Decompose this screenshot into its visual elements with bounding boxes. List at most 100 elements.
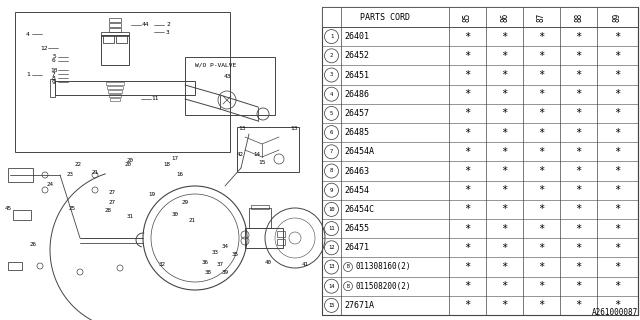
Text: 85: 85 xyxy=(463,12,472,22)
Bar xyxy=(245,228,283,248)
Text: *: * xyxy=(575,166,582,176)
Text: 4: 4 xyxy=(330,92,333,97)
Text: 14: 14 xyxy=(328,284,335,289)
Text: *: * xyxy=(465,300,470,310)
Text: 25: 25 xyxy=(68,205,76,211)
Bar xyxy=(103,35,114,43)
Text: *: * xyxy=(538,262,545,272)
Text: *: * xyxy=(575,51,582,61)
Text: 7: 7 xyxy=(330,149,333,154)
Text: *: * xyxy=(538,185,545,195)
Text: 5: 5 xyxy=(52,54,56,60)
Bar xyxy=(237,127,299,172)
Text: *: * xyxy=(614,243,621,253)
Text: *: * xyxy=(575,300,582,310)
Text: 27671A: 27671A xyxy=(344,301,374,310)
Text: *: * xyxy=(575,185,582,195)
Text: 21: 21 xyxy=(189,218,195,222)
Text: *: * xyxy=(614,185,621,195)
Bar xyxy=(13,210,31,220)
Text: 37: 37 xyxy=(216,262,223,268)
Text: 26471: 26471 xyxy=(344,243,369,252)
Text: *: * xyxy=(465,224,470,234)
Text: *: * xyxy=(614,262,621,272)
Bar xyxy=(108,90,122,93)
Text: *: * xyxy=(465,128,470,138)
Bar xyxy=(109,18,121,22)
Bar xyxy=(251,205,269,209)
Text: 13: 13 xyxy=(291,126,298,132)
Bar xyxy=(8,262,22,270)
Text: 13: 13 xyxy=(328,265,335,269)
Bar xyxy=(185,57,275,115)
Bar xyxy=(322,7,638,27)
Text: *: * xyxy=(465,70,470,80)
Text: 26451: 26451 xyxy=(344,70,369,79)
Text: 26454A: 26454A xyxy=(344,147,374,156)
Text: 20: 20 xyxy=(125,163,131,167)
Text: 12: 12 xyxy=(328,245,335,250)
Text: 1: 1 xyxy=(26,73,30,77)
Text: *: * xyxy=(465,147,470,157)
Text: *: * xyxy=(501,147,508,157)
Text: 2: 2 xyxy=(330,53,333,58)
Text: *: * xyxy=(575,204,582,214)
Text: *: * xyxy=(538,281,545,291)
Text: 36: 36 xyxy=(202,260,209,266)
Text: *: * xyxy=(538,166,545,176)
Text: *: * xyxy=(501,108,508,118)
Text: 26454C: 26454C xyxy=(344,205,374,214)
Text: 29: 29 xyxy=(182,199,189,204)
Text: 14: 14 xyxy=(253,153,260,157)
Text: 8: 8 xyxy=(330,169,333,173)
Text: *: * xyxy=(614,224,621,234)
Text: *: * xyxy=(501,300,508,310)
Bar xyxy=(249,208,271,228)
Text: 22: 22 xyxy=(74,163,81,167)
Text: 2: 2 xyxy=(166,22,170,28)
Bar xyxy=(101,32,129,36)
Bar xyxy=(277,231,285,237)
Text: 13: 13 xyxy=(238,126,246,132)
Text: 10: 10 xyxy=(51,68,58,73)
Text: 26454: 26454 xyxy=(344,186,369,195)
Text: 32: 32 xyxy=(159,262,166,268)
Text: *: * xyxy=(465,89,470,99)
Text: *: * xyxy=(614,147,621,157)
Text: *: * xyxy=(575,128,582,138)
Text: 42: 42 xyxy=(237,153,243,157)
Text: 38: 38 xyxy=(205,269,211,275)
Text: *: * xyxy=(465,281,470,291)
Text: 26455: 26455 xyxy=(344,224,369,233)
Text: 39: 39 xyxy=(221,269,228,275)
Text: 27: 27 xyxy=(109,199,115,204)
Text: *: * xyxy=(538,147,545,157)
Text: 23: 23 xyxy=(67,172,74,178)
Text: *: * xyxy=(575,89,582,99)
Text: *: * xyxy=(501,166,508,176)
Text: *: * xyxy=(614,32,621,42)
Text: *: * xyxy=(575,108,582,118)
Text: 011508200(2): 011508200(2) xyxy=(355,282,410,291)
Text: 30: 30 xyxy=(172,212,179,218)
Text: 28: 28 xyxy=(104,207,111,212)
Text: 44: 44 xyxy=(141,22,148,28)
Text: *: * xyxy=(575,224,582,234)
Text: *: * xyxy=(465,32,470,42)
Text: *: * xyxy=(614,281,621,291)
Text: *: * xyxy=(501,262,508,272)
Text: 34: 34 xyxy=(221,244,228,249)
Text: *: * xyxy=(501,243,508,253)
Text: *: * xyxy=(465,243,470,253)
Text: 26401: 26401 xyxy=(344,32,369,41)
Text: *: * xyxy=(614,89,621,99)
Text: 21: 21 xyxy=(92,170,99,174)
Text: *: * xyxy=(614,128,621,138)
Text: PARTS CORD: PARTS CORD xyxy=(360,12,410,21)
Text: *: * xyxy=(538,32,545,42)
Bar xyxy=(109,94,121,97)
Text: 88: 88 xyxy=(574,12,583,22)
Text: 33: 33 xyxy=(211,250,218,254)
Text: 6: 6 xyxy=(52,59,56,63)
Text: *: * xyxy=(614,300,621,310)
